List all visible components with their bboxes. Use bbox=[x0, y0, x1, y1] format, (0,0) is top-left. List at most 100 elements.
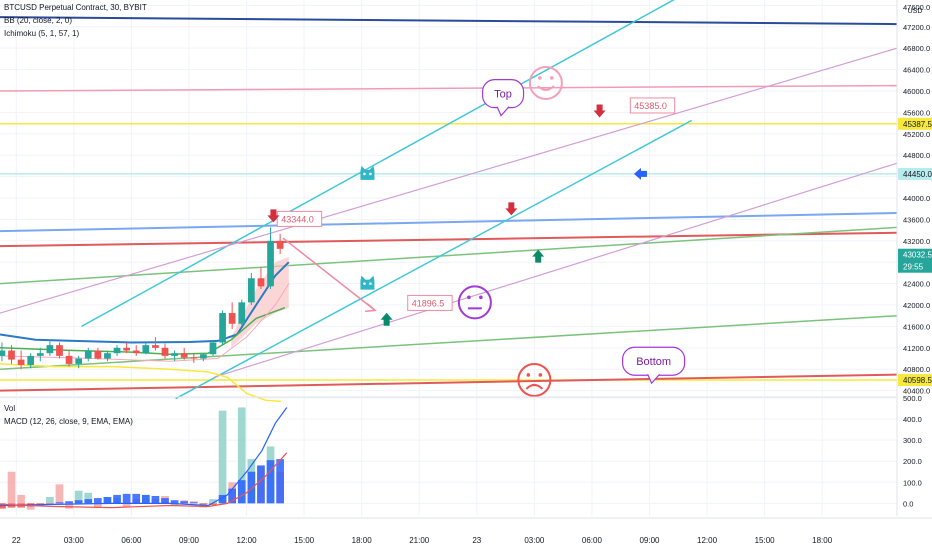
price-callout-box bbox=[629, 97, 676, 114]
candle bbox=[123, 342, 130, 354]
arrow-up-icon bbox=[532, 249, 545, 263]
candle-body bbox=[17, 359, 25, 365]
candle bbox=[257, 267, 265, 289]
volume-bar bbox=[7, 471, 16, 504]
macd-y-tick-label: 300.0 bbox=[903, 436, 922, 445]
x-tick-label: 03:00 bbox=[64, 536, 85, 545]
macd-histogram-bar bbox=[141, 494, 150, 504]
channel-cyan-upper bbox=[81, 0, 675, 328]
volume-bar bbox=[65, 503, 73, 509]
arrow-up-icon bbox=[380, 312, 393, 326]
macd-histogram-bar bbox=[199, 503, 208, 505]
macd-histogram-bar bbox=[113, 494, 121, 504]
callout-text: Bottom bbox=[636, 356, 671, 368]
macd-histogram-bar bbox=[218, 494, 227, 504]
candle bbox=[190, 353, 198, 363]
candle bbox=[56, 342, 63, 359]
candle bbox=[161, 343, 169, 359]
hline-green-top bbox=[0, 226, 898, 285]
volume-bar bbox=[122, 503, 131, 507]
candle bbox=[65, 350, 73, 367]
candle bbox=[27, 353, 35, 369]
volume-bar bbox=[17, 494, 25, 504]
macd-histogram-bar bbox=[55, 502, 64, 504]
macd-histogram-bar bbox=[132, 493, 141, 504]
macd-histogram-bar bbox=[209, 503, 217, 506]
x-tick-label: 18:00 bbox=[812, 536, 833, 545]
axis-currency: USD bbox=[908, 8, 923, 15]
y-tick-label: 47200.0 bbox=[903, 23, 930, 32]
legend-ichimoku: Ichimoku (5, 1, 57, 1) bbox=[4, 29, 80, 38]
arrow-left-icon bbox=[633, 167, 647, 180]
face-neutral-icon bbox=[457, 285, 492, 320]
candle-body bbox=[257, 278, 265, 287]
macd-histogram-bar bbox=[247, 471, 256, 504]
candle-body bbox=[132, 350, 140, 354]
macd-histogram-bar bbox=[257, 465, 265, 504]
volume-bar bbox=[84, 492, 93, 504]
y-tick-label: 40800.0 bbox=[903, 365, 930, 374]
callout-tail bbox=[647, 373, 661, 385]
candle bbox=[276, 233, 284, 255]
candle bbox=[200, 353, 207, 362]
x-tick-label: 12:00 bbox=[237, 536, 258, 545]
macd-histogram-bar bbox=[122, 493, 131, 504]
face-happy-icon bbox=[528, 65, 563, 100]
y-tick-label: 43600.0 bbox=[903, 215, 930, 224]
callout-text: Top bbox=[494, 89, 512, 101]
volume-bar bbox=[237, 407, 246, 504]
candle bbox=[0, 342, 6, 362]
x-tick-label: 21:00 bbox=[409, 536, 430, 545]
candle-body bbox=[228, 313, 236, 324]
axis-price-label-bg bbox=[898, 167, 932, 180]
macd-histogram-bar bbox=[65, 501, 73, 504]
macd-histogram-bar bbox=[161, 498, 169, 504]
macd-signal-line bbox=[0, 452, 288, 509]
candle bbox=[113, 345, 121, 356]
macd-histogram-bar bbox=[237, 480, 246, 504]
candle-body bbox=[56, 345, 63, 356]
candle-body bbox=[104, 353, 111, 359]
candle bbox=[219, 310, 226, 346]
axis-price-label: 40598.5 bbox=[903, 376, 932, 385]
candle-body bbox=[123, 347, 130, 351]
macd-histogram-bar bbox=[151, 495, 160, 504]
candle bbox=[132, 345, 140, 356]
candle-body bbox=[200, 354, 207, 359]
volume-bar bbox=[46, 497, 54, 504]
volume-bar bbox=[170, 503, 179, 506]
macd-histogram-bar bbox=[180, 501, 189, 504]
bb-basis bbox=[0, 261, 290, 344]
volume-bar bbox=[94, 503, 102, 508]
y-tick-label: 45200.0 bbox=[903, 130, 930, 139]
legend-bb: BB (20, close, 2, 0) bbox=[4, 16, 73, 25]
x-tick-label: 06:00 bbox=[121, 536, 142, 545]
macd-y-tick-label: 100.0 bbox=[903, 478, 922, 487]
candle-body bbox=[8, 350, 15, 360]
x-tick-label: 09:00 bbox=[639, 536, 660, 545]
callout-tail bbox=[496, 106, 510, 117]
y-tick-label: 41200.0 bbox=[903, 344, 930, 353]
y-tick-label: 44800.0 bbox=[903, 151, 930, 160]
macd-histogram-bar bbox=[228, 488, 237, 504]
hline-pink bbox=[0, 84, 898, 92]
macd-histogram-bar bbox=[46, 503, 54, 505]
x-tick-label: 09:00 bbox=[179, 536, 200, 545]
candle bbox=[142, 342, 150, 355]
y-tick-label: 46000.0 bbox=[903, 87, 930, 96]
volume-bar bbox=[209, 499, 217, 504]
y-tick-label: 46800.0 bbox=[903, 44, 930, 53]
macd-histogram-bar bbox=[189, 502, 198, 504]
macd-histogram-bar bbox=[94, 498, 102, 504]
macd-y-tick-label: 400.0 bbox=[903, 415, 922, 424]
y-tick-label: 45600.0 bbox=[903, 108, 930, 117]
hline-navy bbox=[0, 16, 898, 26]
candle-body bbox=[0, 350, 6, 356]
macd-y-tick-label: 0.0 bbox=[903, 499, 913, 508]
candle-body bbox=[27, 355, 35, 365]
candle-body bbox=[238, 302, 246, 324]
candle-body bbox=[171, 353, 178, 356]
axis-price-label-bg bbox=[898, 374, 932, 387]
